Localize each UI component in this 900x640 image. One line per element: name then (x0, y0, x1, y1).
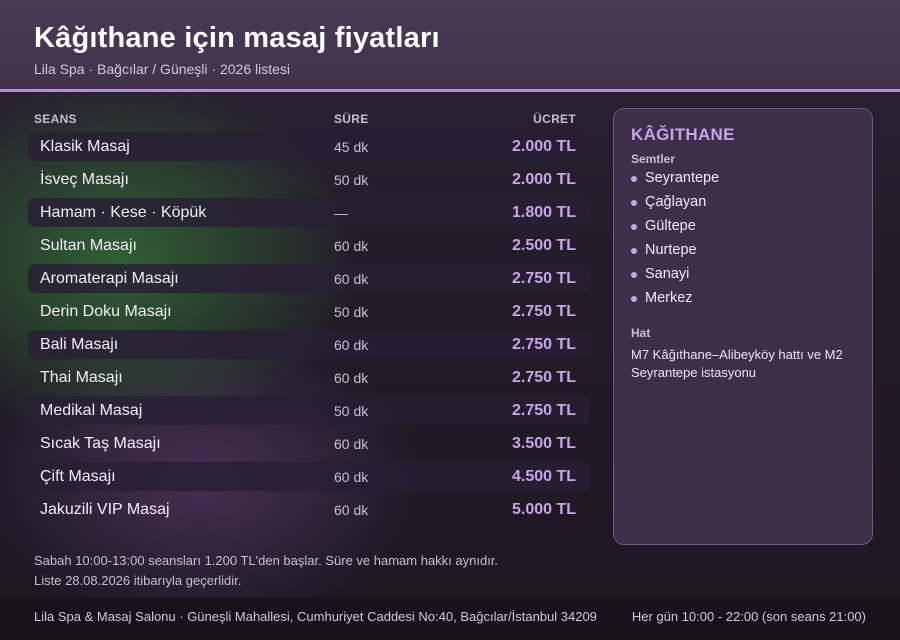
district-name: Nurtepe (645, 242, 697, 258)
list-item: Merkez (631, 290, 719, 314)
panel-title: KÂĞITHANE (631, 125, 735, 144)
page-header: Kâğıthane için masaj fiyatları Lila Spa … (0, 0, 900, 92)
districts-label: Semtler (631, 152, 676, 166)
district-name: Sanayi (645, 266, 690, 282)
session-duration: 45 dk (334, 139, 369, 155)
list-item: Sanayi (631, 266, 719, 290)
session-price: 2.000 TL (511, 171, 576, 188)
district-name: Merkez (645, 290, 693, 306)
district-panel: KÂĞITHANE Semtler Seyrantepe Çağlayan Gü… (613, 108, 873, 545)
session-price: 4.500 TL (511, 468, 576, 485)
session-name: Thai Masajı (40, 369, 123, 386)
list-item: Nurtepe (631, 242, 719, 266)
session-duration: 60 dk (334, 337, 369, 353)
session-price: 2.750 TL (511, 270, 576, 287)
table-row: Hamam · Kese · Köpük — 1.800 TL (28, 196, 590, 229)
table-row: Thai Masajı 60 dk 2.750 TL (28, 361, 590, 394)
page-subtitle: Lila Spa · Bağcılar / Güneşli · 2026 lis… (34, 61, 291, 77)
session-price: 5.000 TL (511, 501, 576, 518)
session-name: Çift Masajı (40, 468, 116, 485)
district-name: Seyrantepe (645, 170, 720, 186)
table-header: SEANS SÜRE ÜCRET (28, 110, 590, 130)
footer: Lila Spa & Masaj Salonu · Güneşli Mahall… (0, 598, 900, 640)
note-morning-sessions: Sabah 10:00-13:00 seansları 1.200 TL'den… (34, 553, 499, 568)
table-row: Jakuzili VIP Masaj 60 dk 5.000 TL (28, 493, 590, 526)
page-title: Kâğıthane için masaj fiyatları (34, 22, 440, 54)
bullet-icon (631, 176, 637, 182)
session-duration: 60 dk (334, 502, 369, 518)
session-price: 2.500 TL (511, 237, 576, 254)
session-duration: 60 dk (334, 370, 369, 386)
session-name: Aromaterapi Masajı (40, 270, 179, 287)
table-row: Çift Masajı 60 dk 4.500 TL (28, 460, 590, 493)
session-name: Bali Masajı (40, 336, 119, 353)
session-name: İsveç Masajı (40, 171, 129, 188)
session-price: 2.750 TL (511, 336, 576, 353)
session-price: 2.750 TL (511, 369, 576, 386)
table-row: Klasik Masaj 45 dk 2.000 TL (28, 130, 590, 163)
table-row: Derin Doku Masajı 50 dk 2.750 TL (28, 295, 590, 328)
bullet-icon (631, 296, 637, 302)
session-name: Hamam · Kese · Köpük (40, 204, 207, 221)
session-name: Medikal Masaj (40, 402, 143, 419)
session-duration: 60 dk (334, 238, 369, 254)
transit-line-text: M7 Kâğıthane–Alibeyköy hattı ve M2 Seyra… (631, 347, 843, 380)
table-row: Medikal Masaj 50 dk 2.750 TL (28, 394, 590, 427)
list-item: Çağlayan (631, 194, 719, 218)
column-header-duration: SÜRE (334, 112, 369, 126)
table-row: Aromaterapi Masajı 60 dk 2.750 TL (28, 262, 590, 295)
session-duration: 60 dk (334, 271, 369, 287)
bullet-icon (631, 248, 637, 254)
price-table: SEANS SÜRE ÜCRET Klasik Masaj 45 dk 2.00… (28, 110, 590, 526)
session-duration: 60 dk (334, 436, 369, 452)
table-row: Sıcak Taş Masajı 60 dk 3.500 TL (28, 427, 590, 460)
session-duration: 60 dk (334, 469, 369, 485)
bullet-icon (631, 200, 637, 206)
column-header-session: SEANS (34, 112, 77, 126)
session-price: 2.000 TL (511, 138, 576, 155)
session-price: 3.500 TL (511, 435, 576, 452)
column-header-price: ÜCRET (533, 112, 576, 126)
district-name: Gültepe (645, 218, 696, 234)
list-item: Gültepe (631, 218, 719, 242)
district-name: Çağlayan (645, 194, 707, 210)
session-price: 1.800 TL (511, 204, 576, 221)
session-name: Sultan Masajı (40, 237, 137, 254)
session-price: 2.750 TL (511, 303, 576, 320)
footer-address: Lila Spa & Masaj Salonu · Güneşli Mahall… (34, 609, 597, 624)
bullet-icon (631, 272, 637, 278)
footer-hours: Her gün 10:00 - 22:00 (son seans 21:00) (631, 609, 866, 624)
session-price: 2.750 TL (511, 402, 576, 419)
line-label: Hat (631, 326, 651, 340)
list-item: Seyrantepe (631, 170, 719, 194)
price-notes: Sabah 10:00-13:00 seansları 1.200 TL'den… (34, 551, 594, 591)
table-row: İsveç Masajı 50 dk 2.000 TL (28, 163, 590, 196)
session-duration: 50 dk (334, 172, 369, 188)
session-name: Klasik Masaj (40, 138, 130, 155)
district-list: Seyrantepe Çağlayan Gültepe Nurtepe Sana… (631, 170, 719, 314)
bullet-icon (631, 224, 637, 230)
session-name: Jakuzili VIP Masaj (40, 501, 170, 518)
table-row: Sultan Masajı 60 dk 2.500 TL (28, 229, 590, 262)
session-name: Sıcak Taş Masajı (40, 435, 161, 452)
table-row: Bali Masajı 60 dk 2.750 TL (28, 328, 590, 361)
session-duration: 50 dk (334, 403, 369, 419)
note-valid-date: Liste 28.08.2026 itibarıyla geçerlidir. (34, 573, 242, 588)
session-duration: — (334, 205, 348, 221)
session-name: Derin Doku Masajı (40, 303, 172, 320)
session-duration: 50 dk (334, 304, 369, 320)
